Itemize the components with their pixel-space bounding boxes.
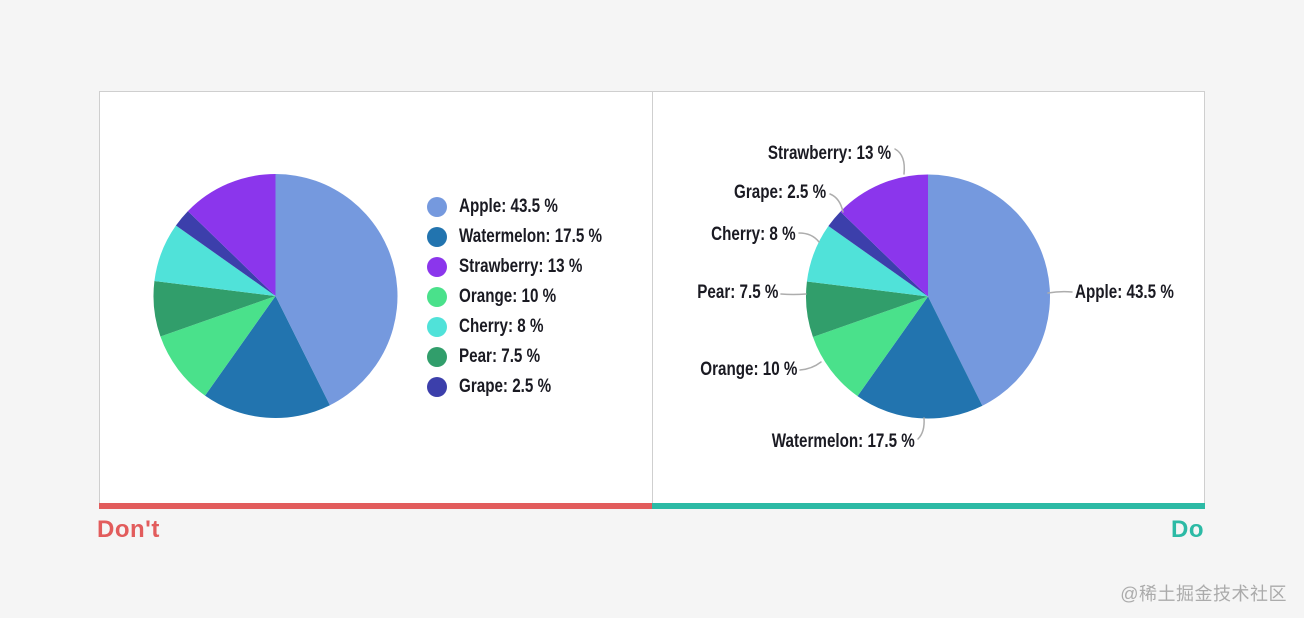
legend-swatch-watermelon bbox=[427, 227, 447, 247]
legend-swatch-apple bbox=[427, 197, 447, 217]
legend-item-apple: Apple: 43.5 % bbox=[427, 192, 638, 222]
legend-item-strawberry: Strawberry: 13 % bbox=[427, 252, 638, 282]
dont-caption: Don't bbox=[97, 516, 160, 543]
legend-label-grape: Grape: 2.5 % bbox=[459, 376, 552, 397]
legend-swatch-cherry bbox=[427, 317, 447, 337]
pie-chart-dont bbox=[153, 174, 398, 419]
leader-line-watermelon bbox=[917, 417, 925, 440]
pie-slice-strawberry bbox=[840, 174, 928, 297]
legend-swatch-strawberry bbox=[427, 257, 447, 277]
pie-slice-apple bbox=[928, 174, 1050, 406]
pie-slice-cherry bbox=[154, 225, 276, 296]
pie-slice-pear bbox=[153, 281, 276, 337]
pie-chart-do bbox=[780, 148, 1073, 440]
leader-line-cherry bbox=[798, 232, 820, 243]
legend-swatch-orange bbox=[427, 287, 447, 307]
panel-dont: Apple: 43.5 % Watermelon: 17.5 % Strawberr… bbox=[100, 92, 652, 503]
direct-label-cherry: Cherry: 8 % bbox=[711, 224, 796, 245]
leader-line-apple bbox=[1047, 290, 1073, 294]
do-caption: Do bbox=[1171, 516, 1204, 543]
direct-label-strawberry: Strawberry: 13 % bbox=[767, 143, 891, 164]
panel-do: Strawberry: 13 % Grape: 2.5 % Cherry: 8 % P… bbox=[652, 92, 1204, 503]
pie-slice-grape bbox=[175, 211, 276, 296]
legend-item-orange: Orange: 10 % bbox=[427, 282, 638, 312]
leader-line-orange bbox=[799, 361, 822, 371]
watermark-text: @稀土掘金技术社区 bbox=[1120, 584, 1287, 604]
legend-label-strawberry: Strawberry: 13 % bbox=[459, 256, 583, 277]
legend-label-watermelon: Watermelon: 17.5 % bbox=[459, 226, 603, 247]
direct-label-apple: Apple: 43.5 % bbox=[1075, 282, 1174, 303]
legend-label-pear: Pear: 7.5 % bbox=[459, 346, 541, 367]
pie-slice-strawberry bbox=[187, 174, 276, 296]
legend-label-cherry: Cherry: 8 % bbox=[459, 316, 544, 337]
leader-line-pear bbox=[780, 293, 807, 296]
legend-item-grape: Grape: 2.5 % bbox=[427, 372, 638, 402]
leader-line-strawberry bbox=[894, 148, 906, 175]
dont-accent-bar bbox=[99, 503, 652, 509]
legend-item-pear: Pear: 7.5 % bbox=[427, 342, 638, 372]
pie-slice-watermelon bbox=[205, 296, 330, 419]
panel-divider bbox=[652, 92, 653, 503]
pie-slice-apple bbox=[275, 174, 398, 406]
pie-slice-orange bbox=[160, 296, 276, 396]
direct-label-pear: Pear: 7.5 % bbox=[696, 282, 778, 303]
legend-swatch-grape bbox=[427, 377, 447, 397]
pie-slice-pear bbox=[805, 281, 928, 338]
legend-label-apple: Apple: 43.5 % bbox=[459, 196, 558, 217]
pie-slice-orange bbox=[812, 296, 928, 397]
comparison-card: Apple: 43.5 % Watermelon: 17.5 % Strawberr… bbox=[99, 91, 1205, 504]
direct-label-grape: Grape: 2.5 % bbox=[733, 182, 826, 203]
legend-swatch-pear bbox=[427, 347, 447, 367]
do-accent-bar bbox=[652, 503, 1205, 509]
pie-slice-cherry bbox=[806, 226, 928, 297]
pie-slice-watermelon bbox=[857, 296, 983, 419]
leader-line-grape bbox=[829, 193, 844, 213]
pie-slice-grape bbox=[828, 211, 928, 297]
legend-item-cherry: Cherry: 8 % bbox=[427, 312, 638, 342]
legend-item-watermelon: Watermelon: 17.5 % bbox=[427, 222, 638, 252]
direct-label-orange: Orange: 10 % bbox=[699, 359, 797, 380]
pie-legend: Apple: 43.5 % Watermelon: 17.5 % Strawberr… bbox=[427, 192, 638, 402]
direct-label-watermelon: Watermelon: 17.5 % bbox=[771, 431, 915, 452]
legend-label-orange: Orange: 10 % bbox=[459, 286, 557, 307]
